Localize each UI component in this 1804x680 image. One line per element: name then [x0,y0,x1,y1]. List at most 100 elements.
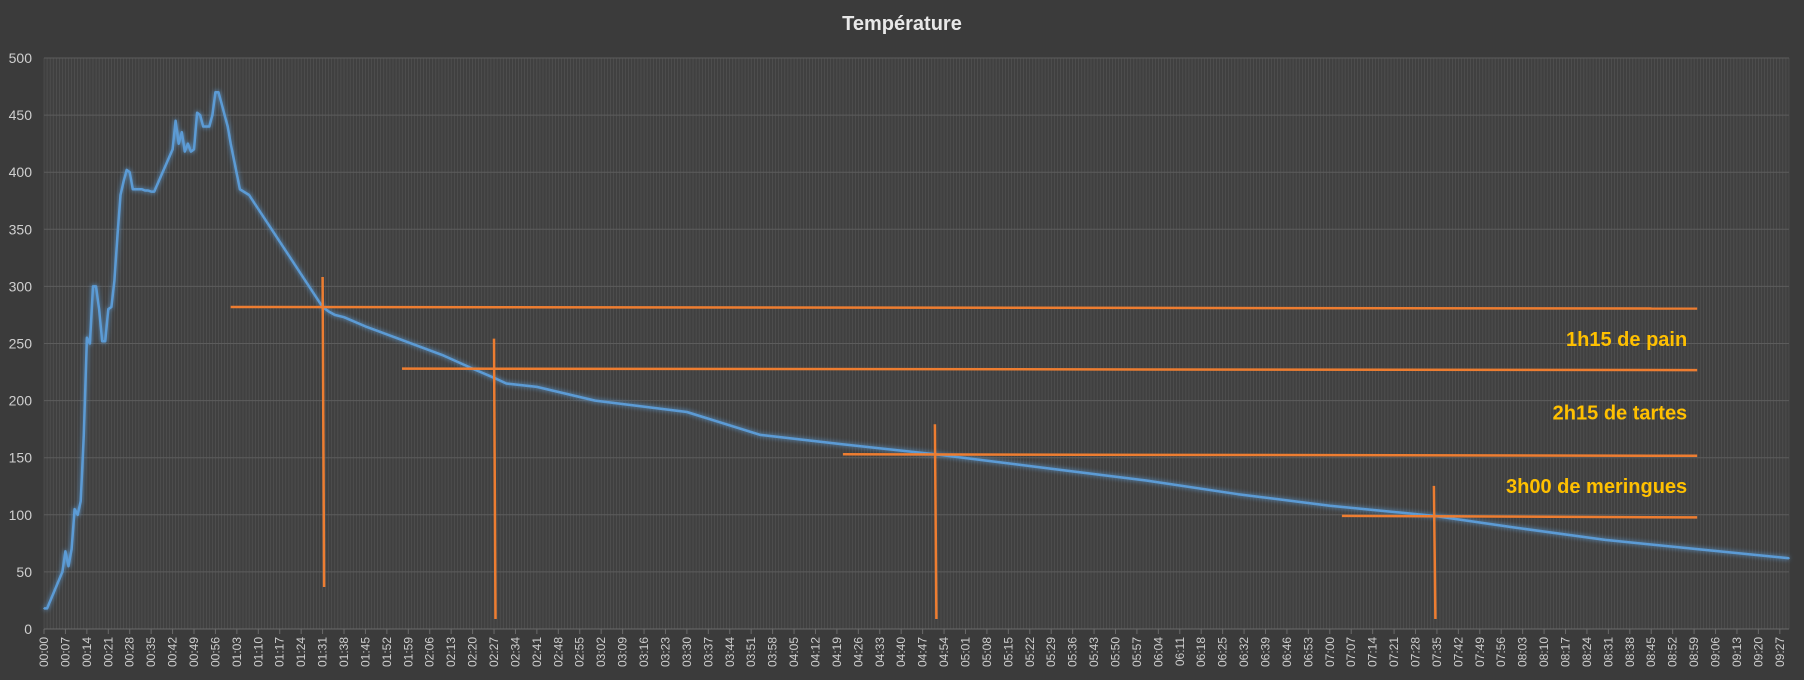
marker-horizontal-line [401,367,1698,372]
series-point [104,340,106,343]
x-tick-label: 08:31 [1601,637,1615,667]
y-tick-label: 350 [9,221,33,237]
series-point [239,188,241,191]
x-tick-label: 03:23 [659,637,673,667]
series-point [594,399,596,402]
x-tick-label: 02:13 [444,637,458,667]
series-point [229,142,232,145]
x-tick-label: 09:27 [1773,637,1787,667]
annotation-label: 2h15 de tartes [1553,402,1688,424]
series-point [220,102,223,105]
series-point [1696,548,1698,550]
series-point [199,114,201,116]
series-point [196,112,198,114]
x-tick-label: 06:39 [1259,637,1273,667]
x-axis: 00:00 00:07 00:14 00:21 00:28 00:35 00:42 00:49… [37,628,1789,667]
series-point [1237,493,1239,496]
x-tick-label: 04:05 [787,637,801,667]
series-point [64,550,67,553]
x-tick-label: 00:49 [187,637,201,667]
series-point [327,310,330,313]
x-tick-label: 05:22 [1023,637,1037,667]
series-point [211,114,214,116]
series-point [505,382,508,385]
series-point [1145,479,1147,482]
series-point [147,189,149,192]
series-point [43,607,45,610]
x-tick-label: 09:06 [1709,637,1723,667]
series-point [79,500,82,502]
x-tick-label: 07:35 [1430,637,1444,667]
series-point [128,171,131,173]
series-point [70,548,73,550]
x-tick-label: 07:49 [1473,637,1487,667]
series-point [343,316,345,319]
series-point [202,125,204,128]
series-point [171,148,174,151]
series-point [536,386,538,388]
series-point [132,188,134,191]
x-tick-label: 05:43 [1087,637,1101,667]
series-point [1053,468,1056,470]
x-tick-label: 06:46 [1280,637,1294,667]
x-tick-label: 05:01 [959,637,973,667]
x-tick-label: 08:10 [1537,637,1551,667]
x-tick-label: 05:36 [1066,637,1080,667]
series-point [138,188,140,191]
y-tick-label: 400 [9,164,33,180]
series-point [226,125,229,128]
series-point [177,142,180,145]
x-tick-label: 07:56 [1494,637,1508,667]
series-point [395,337,397,339]
y-tick-label: 300 [9,278,33,294]
series-point [73,508,76,510]
x-tick-label: 06:18 [1194,637,1208,667]
x-tick-label: 06:11 [1173,637,1187,666]
marker-vertical-line [321,276,326,588]
series-point [110,306,113,308]
series-point [116,234,119,236]
x-tick-label: 04:19 [830,637,844,667]
y-tick-label: 200 [9,393,33,409]
series-point [839,443,841,445]
x-tick-label: 03:30 [680,637,694,667]
x-tick-label: 04:54 [937,637,951,667]
series-point [174,120,177,122]
marker-horizontal-line [1341,514,1698,519]
series-point [1788,557,1790,559]
series-point [150,190,152,193]
major-gridlines [44,57,1789,630]
x-tick-label: 04:12 [809,637,823,667]
series-point [119,194,122,196]
x-tick-label: 08:45 [1644,637,1658,667]
x-tick-label: 03:02 [594,637,608,667]
x-tick-label: 05:57 [1130,637,1144,667]
x-tick-label: 01:38 [337,637,351,667]
series-point [181,131,183,133]
chart-title: Température [842,13,962,35]
x-tick-label: 00:14 [80,637,94,667]
x-tick-label: 02:48 [551,637,565,667]
x-tick-label: 01:17 [273,637,287,667]
series-point [61,571,64,573]
y-tick-label: 0 [24,621,32,637]
x-tick-label: 08:38 [1623,637,1637,667]
series-point [364,325,367,328]
x-tick-label: 07:21 [1387,637,1401,667]
series-point [248,194,250,196]
series-point [107,308,110,311]
x-tick-label: 02:20 [466,637,480,667]
x-tick-label: 00:21 [101,637,115,667]
series-point [95,285,97,288]
annotation-layer: 1h15 de pain 2h15 de tartes 3h00 de mering… [1506,329,1687,498]
series-point [113,279,116,282]
x-tick-label: 02:55 [573,637,587,667]
series-point [184,150,186,153]
marker-vertical-line [1432,485,1437,620]
series-point [205,125,208,128]
series-point [83,434,85,436]
series-point [141,188,143,191]
x-tick-label: 00:28 [123,637,137,667]
x-tick-label: 01:24 [294,637,308,667]
